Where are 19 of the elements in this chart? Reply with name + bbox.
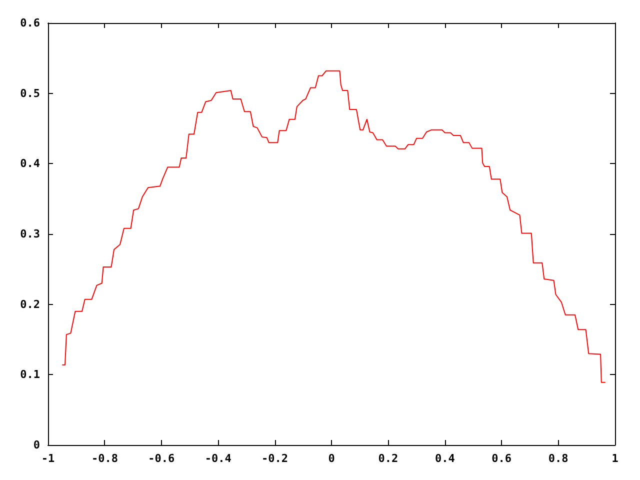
y-tick-label: 0.1: [20, 368, 40, 382]
x-tick-label: -0.8: [91, 452, 118, 465]
x-tick-label: -0.6: [148, 452, 176, 465]
x-tick-label: 0.8: [548, 452, 568, 465]
line-series: [62, 70, 606, 383]
x-tick-label: 0: [328, 452, 335, 465]
x-tick-label: -0.4: [204, 452, 232, 465]
y-tick-label: 0.6: [20, 16, 40, 30]
x-tick-label: -1: [41, 452, 55, 465]
y-tick-label: 0: [33, 438, 40, 452]
y-tick-label: 0.3: [20, 228, 40, 240]
x-tick-label: 0.2: [378, 452, 398, 465]
y-tick-label: 0.5: [20, 86, 40, 100]
y-tick-label: 0.4: [20, 157, 40, 170]
x-tick-label: -0.2: [262, 452, 288, 465]
x-tick-label: 1: [612, 452, 619, 465]
x-tick-label: 0.6: [492, 452, 512, 465]
y-tick-label: 0.2: [20, 298, 40, 311]
x-tick-label: 0.4: [434, 452, 456, 465]
